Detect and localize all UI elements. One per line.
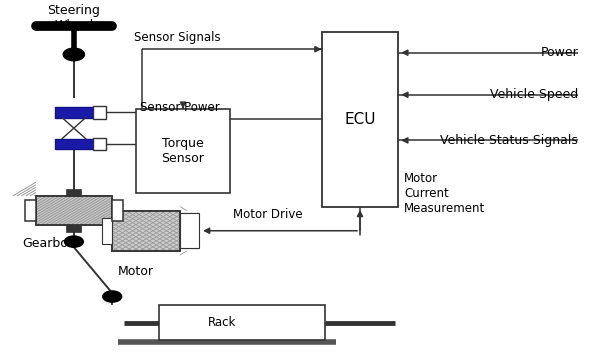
Text: Rack: Rack <box>208 316 237 329</box>
Bar <box>93 106 106 118</box>
Bar <box>36 196 112 226</box>
Circle shape <box>103 291 122 302</box>
Bar <box>66 226 81 232</box>
Circle shape <box>63 48 84 61</box>
Bar <box>55 139 93 149</box>
Bar <box>160 305 324 340</box>
Bar <box>25 200 36 221</box>
Text: Torque
Sensor: Torque Sensor <box>161 137 205 165</box>
Text: Sensor Signals: Sensor Signals <box>134 31 220 44</box>
Bar <box>93 137 106 150</box>
Bar <box>55 107 93 117</box>
Bar <box>180 213 199 248</box>
Text: Motor
Current
Measurement: Motor Current Measurement <box>405 171 485 214</box>
Bar <box>112 211 180 251</box>
Bar <box>112 211 180 251</box>
Polygon shape <box>62 128 85 139</box>
Text: ECU: ECU <box>344 112 376 127</box>
Text: Steering
Wheel: Steering Wheel <box>48 4 101 32</box>
Text: Gearbox: Gearbox <box>22 237 75 250</box>
Text: Motor Drive: Motor Drive <box>233 208 302 221</box>
Text: Power: Power <box>541 46 579 59</box>
Text: Sensor Power: Sensor Power <box>140 101 220 114</box>
Bar <box>36 196 112 226</box>
Bar <box>112 200 123 221</box>
Polygon shape <box>62 117 85 128</box>
Bar <box>136 109 230 193</box>
Bar <box>321 32 399 207</box>
Text: Motor: Motor <box>118 265 154 278</box>
Bar <box>66 189 81 196</box>
Text: Vehicle Status Signals: Vehicle Status Signals <box>441 134 579 147</box>
Text: Vehicle Speed: Vehicle Speed <box>490 88 579 101</box>
Circle shape <box>64 236 83 247</box>
Bar <box>102 218 112 244</box>
